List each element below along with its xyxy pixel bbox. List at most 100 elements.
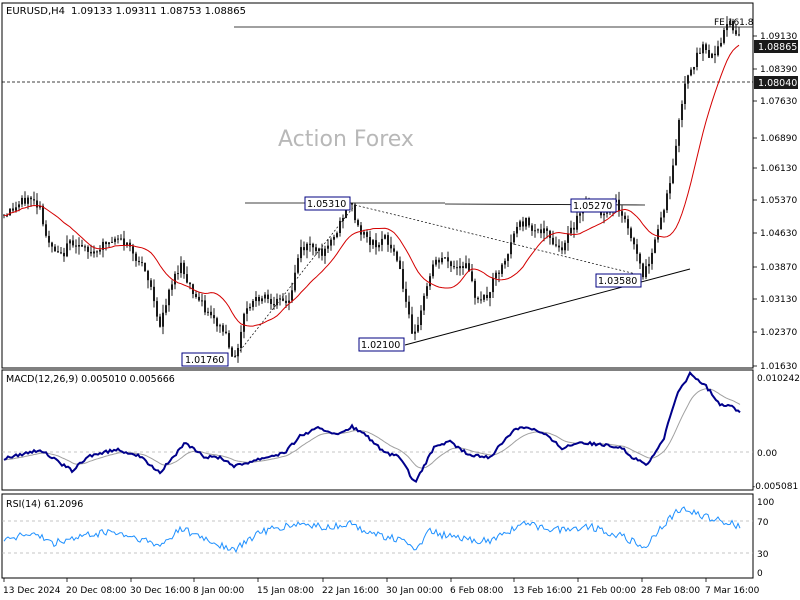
candle-body — [333, 236, 335, 240]
candle-body — [408, 301, 410, 315]
candle-body — [222, 325, 224, 332]
candle-body — [171, 284, 173, 290]
candle-body — [9, 208, 11, 216]
candle-body — [93, 251, 95, 254]
candle-body — [636, 244, 638, 254]
candle-body — [69, 240, 71, 244]
candle-body — [57, 251, 59, 253]
candle-body — [510, 242, 512, 255]
candle-body — [624, 215, 626, 220]
time-tick-label: 30 Dec 16:00 — [130, 586, 191, 596]
symbol-label: EURUSD,H4 — [6, 6, 65, 17]
price-tick-label: 1.03130 — [760, 295, 797, 305]
candle-body — [495, 272, 497, 279]
candle-body — [324, 248, 326, 256]
candle-body — [336, 233, 338, 237]
candle-body — [387, 235, 389, 245]
candle-body — [54, 246, 56, 252]
candle-body — [693, 67, 695, 70]
candle-body — [420, 310, 422, 325]
candle-body — [321, 248, 323, 256]
candle-body — [183, 262, 185, 275]
candle-body — [696, 52, 698, 67]
candle-body — [162, 312, 164, 327]
time-tick-label: 13 Feb 16:00 — [513, 586, 572, 596]
candle-body — [426, 286, 428, 296]
label-low-1: 1.01760 — [181, 352, 229, 367]
price-tick-label: 1.02370 — [760, 328, 797, 338]
candle-body — [663, 210, 665, 218]
candle-body — [444, 257, 446, 259]
candle-body — [117, 238, 119, 240]
candle-body — [483, 294, 485, 300]
candle-body — [570, 227, 572, 234]
candle-body — [405, 288, 407, 302]
candle-body — [120, 238, 122, 240]
candle-body — [687, 75, 689, 84]
time-tick-label: 6 Feb 08:00 — [450, 586, 504, 596]
time-axis: 13 Dec 2024 20 Dec 08:00 30 Dec 16:00 8 Jan… — [3, 578, 760, 596]
candle-body — [297, 258, 299, 273]
candle-body — [537, 229, 539, 231]
candle-body — [249, 306, 251, 309]
label-high-2-text: 1.05270 — [573, 201, 612, 212]
candle-body — [435, 259, 437, 265]
candle-body — [18, 204, 20, 208]
symbol-header: EURUSD,H4 1.09133 1.09311 1.08753 1.08865 — [6, 6, 246, 17]
candle-body — [234, 356, 236, 358]
candle-body — [282, 298, 284, 301]
label-low-3-text: 1.03580 — [598, 276, 637, 287]
macd-line — [3, 370, 741, 484]
candle-body — [384, 235, 386, 239]
price-tick-label: 1.06130 — [760, 164, 797, 174]
candlestick-series — [3, 16, 740, 363]
rsi-line — [3, 506, 741, 554]
candle-body — [75, 245, 77, 247]
price-tick-label: 1.06890 — [760, 134, 797, 144]
candle-body — [651, 252, 653, 264]
price-tick-label: 1.04630 — [760, 229, 797, 239]
candle-body — [309, 243, 311, 245]
candle-body — [30, 197, 32, 200]
candle-body — [564, 242, 566, 251]
candle-body — [423, 295, 425, 311]
candle-body — [261, 298, 263, 302]
candle-body — [180, 262, 182, 274]
candle-body — [393, 248, 395, 252]
candle-body — [330, 239, 332, 246]
candle-body — [267, 294, 269, 299]
candle-body — [486, 294, 488, 298]
candle-body — [51, 242, 53, 247]
candle-body — [111, 241, 113, 243]
candle-body — [549, 230, 551, 238]
candle-body — [144, 263, 146, 271]
candle-body — [429, 276, 431, 287]
candle-body — [729, 21, 731, 24]
candle-body — [357, 220, 359, 226]
candle-body — [237, 348, 239, 357]
candle-body — [402, 269, 404, 289]
candle-body — [318, 248, 320, 251]
time-tick-label: 21 Feb 00:00 — [577, 586, 636, 596]
falling-dotted-line — [354, 204, 641, 276]
candle-body — [474, 280, 476, 298]
main-pane — [1, 2, 754, 369]
candle-body — [102, 241, 104, 250]
candle-body — [189, 282, 191, 285]
candle-body — [327, 245, 329, 249]
candle-body — [285, 300, 287, 303]
label-high-2: 1.05270 — [570, 198, 617, 213]
candle-body — [159, 316, 161, 327]
candle-body — [726, 24, 728, 31]
candle-body — [105, 241, 107, 245]
candle-body — [711, 53, 713, 58]
candle-body — [99, 249, 101, 252]
candle-body — [165, 305, 167, 313]
candle-body — [546, 228, 548, 231]
time-tick-label: 30 Jan 00:00 — [386, 586, 443, 596]
candle-body — [456, 267, 458, 269]
rsi-label: RSI(14) 61.2096 — [6, 499, 83, 510]
macd-tick-low: -0.005081 — [752, 482, 798, 492]
candle-body — [411, 314, 413, 334]
time-tick-label: 20 Dec 08:00 — [66, 586, 127, 596]
